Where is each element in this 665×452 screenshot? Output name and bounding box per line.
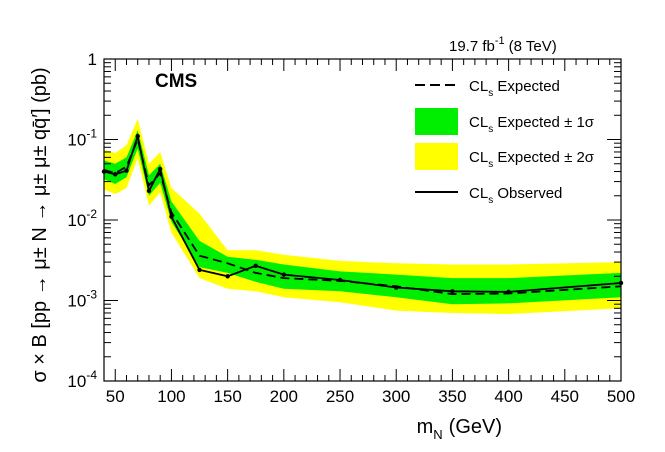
y-tick-label: 10-3 <box>67 288 97 311</box>
x-tick-label: 350 <box>438 387 466 406</box>
y-tick-label: 10-1 <box>67 127 97 150</box>
observed-line <box>103 132 622 293</box>
legend-subscript: s <box>488 88 493 99</box>
observed-point <box>157 166 163 172</box>
observed-points <box>101 133 624 295</box>
y-tick-exponent: -4 <box>86 368 97 382</box>
legend-text-main: Expected ± 2σ <box>493 149 595 166</box>
observed-point <box>337 277 343 283</box>
legend-prefix: CL <box>469 114 488 131</box>
y-tick-label: 10-4 <box>67 368 97 391</box>
legend-prefix: CL <box>469 185 488 202</box>
legend-label: CLs Observed <box>469 185 562 206</box>
y-tick-base: 10 <box>67 131 86 150</box>
y-tick-label: 1 <box>88 50 97 69</box>
x-axis-title-unit: (GeV) <box>449 416 502 438</box>
y-tick-exponent: -2 <box>86 207 97 221</box>
y-tick-label: 10-2 <box>67 207 97 230</box>
observed-point <box>450 289 455 294</box>
x-tick-label: 400 <box>494 387 522 406</box>
legend-subscript: s <box>488 195 493 206</box>
observed-point <box>253 263 258 268</box>
observed-point <box>394 285 399 290</box>
x-tick-label: 50 <box>106 387 125 406</box>
observed-point <box>169 214 174 219</box>
x-tick-label: 150 <box>213 387 241 406</box>
x-tick-labels: 50 100 150 200 250 300 350 400 450 500 <box>106 387 635 406</box>
observed-point <box>113 172 118 177</box>
y-tick-exponent: -3 <box>86 288 97 302</box>
legend-prefix: CL <box>469 78 488 95</box>
observed-point <box>124 168 129 173</box>
cms-label: CMS <box>155 71 197 92</box>
x-tick-label: 300 <box>382 387 410 406</box>
luminosity-label: 19.7 fb-1 (8 TeV) <box>449 35 557 55</box>
y-axis-title: σ × B [pp → μ± N → μ± μ± qq̄′] (pb) <box>29 67 51 382</box>
legend-text-main: Observed <box>493 185 562 202</box>
y-tick-labels: 10-410-310-210-11 <box>67 50 97 391</box>
observed-point <box>135 133 140 139</box>
legend-prefix: CL <box>469 149 488 166</box>
expected-1sigma-band <box>104 130 621 305</box>
x-tick-label: 500 <box>607 387 635 406</box>
x-axis-title-main: m <box>417 416 434 438</box>
axis-ticks <box>103 58 622 382</box>
x-tick-label: 200 <box>270 387 298 406</box>
y-tick-base: 10 <box>67 211 86 230</box>
luminosity-exponent: -1 <box>495 35 505 47</box>
y-tick-base: 10 <box>67 292 86 311</box>
legend-text-main: Expected ± 1σ <box>493 114 595 131</box>
legend-label: CLs Expected ± 2σ <box>469 149 595 170</box>
x-tick-label: 450 <box>551 387 579 406</box>
observed-point <box>225 274 230 279</box>
legend-swatch <box>415 108 458 135</box>
x-axis-title: mN (GeV) <box>417 416 502 442</box>
x-tick-label: 250 <box>326 387 354 406</box>
plot-area <box>101 119 624 314</box>
luminosity-value: 19.7 fb <box>449 38 495 55</box>
observed-point <box>281 272 287 277</box>
observed-point <box>146 188 152 194</box>
y-tick-base: 10 <box>67 372 86 391</box>
y-tick-exponent: -1 <box>86 127 97 141</box>
x-axis-title-sub: N <box>433 427 442 442</box>
x-tick-label: 100 <box>157 387 185 406</box>
observed-point <box>506 289 511 295</box>
observed-point <box>197 267 202 273</box>
legend-label: CLs Expected <box>469 78 560 99</box>
energy-label: (8 TeV) <box>509 38 557 55</box>
legend-text-main: Expected <box>493 78 560 95</box>
legend-subscript: s <box>488 159 493 170</box>
legend-subscript: s <box>488 124 493 135</box>
legend-swatch <box>415 143 458 170</box>
legend-label: CLs Expected ± 1σ <box>469 114 595 135</box>
